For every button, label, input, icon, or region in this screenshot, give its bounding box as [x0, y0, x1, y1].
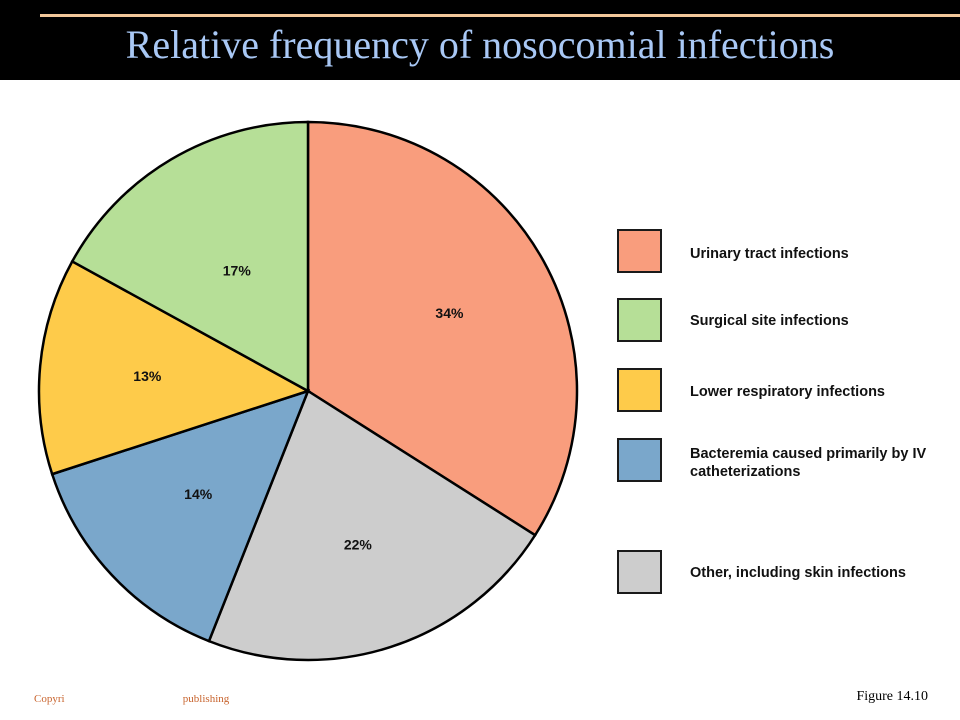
pie-label-respiratory: 13%	[133, 368, 162, 384]
legend-swatch-respiratory	[617, 368, 662, 412]
legend-swatch-surgical	[617, 298, 662, 342]
title-bar: Relative frequency of nosocomial infecti…	[0, 0, 960, 80]
pie-label-other: 22%	[344, 537, 373, 553]
figure-number: Figure 14.10	[856, 689, 928, 704]
legend-label-urinary: Urinary tract infections	[690, 246, 849, 262]
page-title: Relative frequency of nosocomial infecti…	[125, 22, 835, 67]
pie-slice-urinary	[306, 120, 579, 537]
legend-label-respiratory: Lower respiratory infections	[690, 384, 885, 400]
title-rule	[40, 14, 960, 17]
pie-slice-surgical	[70, 120, 310, 394]
legend-swatch-bacteremia	[617, 438, 662, 482]
copyright-text: Copyri publishing	[34, 693, 230, 705]
legend-label-other: Other, including skin infections	[690, 565, 906, 581]
pie-label-bacteremia: 14%	[184, 486, 213, 502]
pie-slice-other	[207, 389, 537, 662]
pie-label-surgical: 17%	[223, 263, 252, 279]
pie-label-urinary: 34%	[435, 305, 464, 321]
legend-label-bacteremia: Bacteremia caused primarily by IV cathet…	[690, 446, 927, 480]
legend-swatch-urinary	[617, 229, 662, 273]
legend-label-surgical: Surgical site infections	[690, 313, 849, 329]
pie-chart: 34% 22% 14% 13% 17%	[37, 120, 579, 662]
legend-swatch-other	[617, 550, 662, 594]
pie-slice-respiratory	[37, 259, 312, 476]
